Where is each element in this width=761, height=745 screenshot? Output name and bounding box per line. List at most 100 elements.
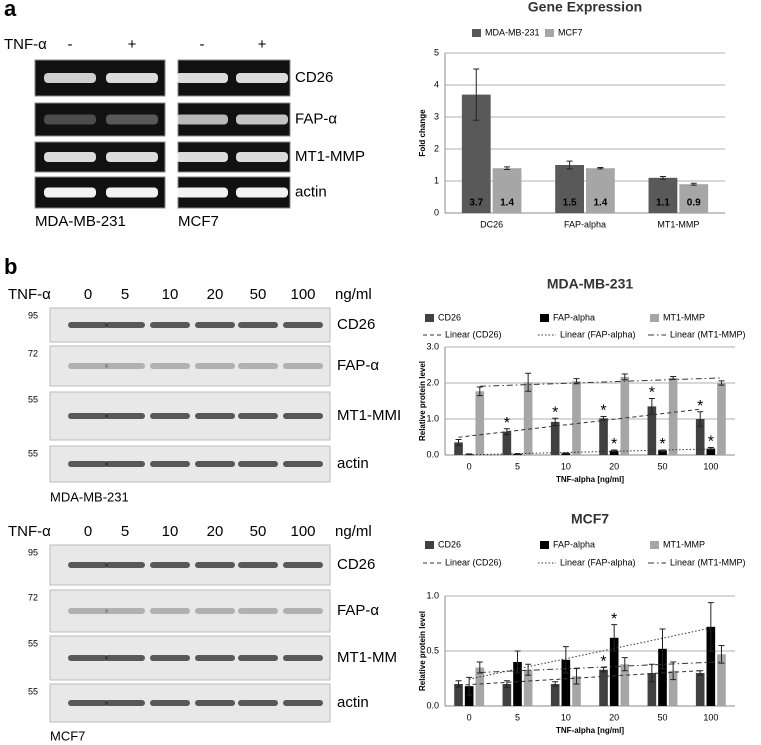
- blot-band: [283, 363, 323, 369]
- value-label: 1.5: [563, 198, 577, 209]
- blot-band: [150, 700, 190, 706]
- protein-label: actin: [337, 455, 369, 472]
- trend-line: [469, 627, 711, 680]
- blot-band: [68, 413, 108, 419]
- dose-label: 50: [250, 523, 267, 540]
- bar: [695, 673, 705, 706]
- protein-label: CD26: [337, 316, 375, 333]
- legend-label: Linear (MT1-MMP): [670, 329, 746, 339]
- legend-label: CD26: [438, 312, 461, 322]
- trend-line: [458, 670, 701, 686]
- dose-label: 20: [207, 286, 224, 303]
- gel-band: [236, 187, 288, 198]
- bar: [502, 684, 512, 706]
- error-bar: [648, 663, 655, 683]
- error-bar: [525, 663, 532, 676]
- gel: [34, 102, 166, 137]
- y-tick-label: 4: [434, 79, 439, 89]
- gel-band: [176, 152, 228, 162]
- legend-swatch: [545, 29, 554, 37]
- value-label: 1.4: [593, 198, 607, 209]
- blot: [49, 345, 331, 387]
- error-bar: [473, 68, 480, 121]
- bar: [706, 626, 716, 706]
- blot-band: [283, 655, 323, 661]
- error-bar: [621, 373, 628, 381]
- marker-label: 72: [28, 348, 38, 358]
- condition-label: -: [68, 36, 73, 53]
- x-tick-label: 0: [467, 712, 472, 722]
- annotation: *: [552, 404, 558, 421]
- x-axis-label: TNF-alpha [ng/ml]: [556, 475, 624, 484]
- marker-label: 55: [28, 448, 38, 458]
- legend-label: MT1-MMP: [663, 312, 705, 322]
- annotation: *: [697, 398, 703, 415]
- legend-label: MT1-MMP: [663, 539, 705, 549]
- bar: [647, 406, 657, 455]
- legend-label: Linear (FAP-alpha): [560, 557, 636, 567]
- legend-swatch: [425, 541, 434, 549]
- blot-band: [105, 562, 145, 568]
- x-tick-label: 10: [561, 461, 571, 471]
- y-tick-label: 0.5: [426, 645, 439, 655]
- blot-band: [283, 562, 323, 568]
- bar: [561, 453, 571, 455]
- annotation: *: [708, 434, 714, 451]
- trend-line: [458, 408, 701, 438]
- blot-band: [105, 413, 145, 419]
- bar: [679, 184, 709, 213]
- blot-band: [195, 363, 235, 369]
- x-tick-label: 50: [657, 461, 667, 471]
- gel-band: [106, 187, 158, 198]
- cell-line-label: MDA-MB-231: [35, 213, 126, 230]
- annotation: *: [504, 415, 510, 432]
- gel-band: [236, 114, 288, 125]
- bar: [706, 448, 716, 455]
- annotation: *: [600, 403, 606, 420]
- bar: [668, 670, 678, 706]
- blot-band: [150, 655, 190, 661]
- marker-label: 95: [28, 310, 38, 320]
- value-label: 1.1: [656, 198, 670, 209]
- blot-band: [68, 700, 108, 706]
- blot-band: [238, 562, 278, 568]
- bar: [609, 450, 619, 455]
- legend-label: Linear (FAP-alpha): [560, 329, 636, 339]
- dose-label: 100: [290, 523, 315, 540]
- bar: [475, 391, 485, 455]
- x-tick-label: MT1-MMP: [657, 219, 699, 229]
- dose-label: 0: [84, 286, 92, 303]
- dose-label: 5: [121, 286, 129, 303]
- blot-band: [238, 322, 278, 328]
- marker-label: 95: [28, 547, 38, 557]
- y-tick-label: 3.0: [426, 341, 439, 351]
- y-axis-label: Relative protein level: [418, 611, 427, 691]
- error-bar: [621, 657, 628, 672]
- blot-band: [238, 700, 278, 706]
- blot-band: [105, 655, 145, 661]
- bar: [648, 177, 678, 213]
- marker-label: 72: [28, 592, 38, 602]
- treatment-label: TNF-α: [8, 286, 51, 303]
- y-tick-label: 3: [434, 111, 439, 121]
- blot-band: [150, 363, 190, 369]
- bar: [572, 676, 581, 706]
- value-label: 0.9: [687, 198, 701, 209]
- bar: [658, 450, 667, 455]
- error-bar: [525, 372, 532, 392]
- y-axis-label: Relative protein level: [418, 361, 427, 441]
- blot-band: [238, 413, 278, 419]
- blot-band: [195, 608, 235, 614]
- panel-label: b: [4, 254, 17, 279]
- blot-band: [68, 655, 108, 661]
- x-axis-label: TNF-alpha [ng/ml]: [556, 726, 624, 735]
- blot-band: [150, 322, 190, 328]
- y-tick-label: 1.0: [426, 590, 439, 600]
- bar: [454, 442, 463, 455]
- x-tick-label: 20: [609, 461, 619, 471]
- dose-label: 20: [207, 523, 224, 540]
- annotation: *: [611, 611, 617, 628]
- blot-band: [283, 413, 323, 419]
- legend-label: MDA-MB-231: [485, 27, 540, 37]
